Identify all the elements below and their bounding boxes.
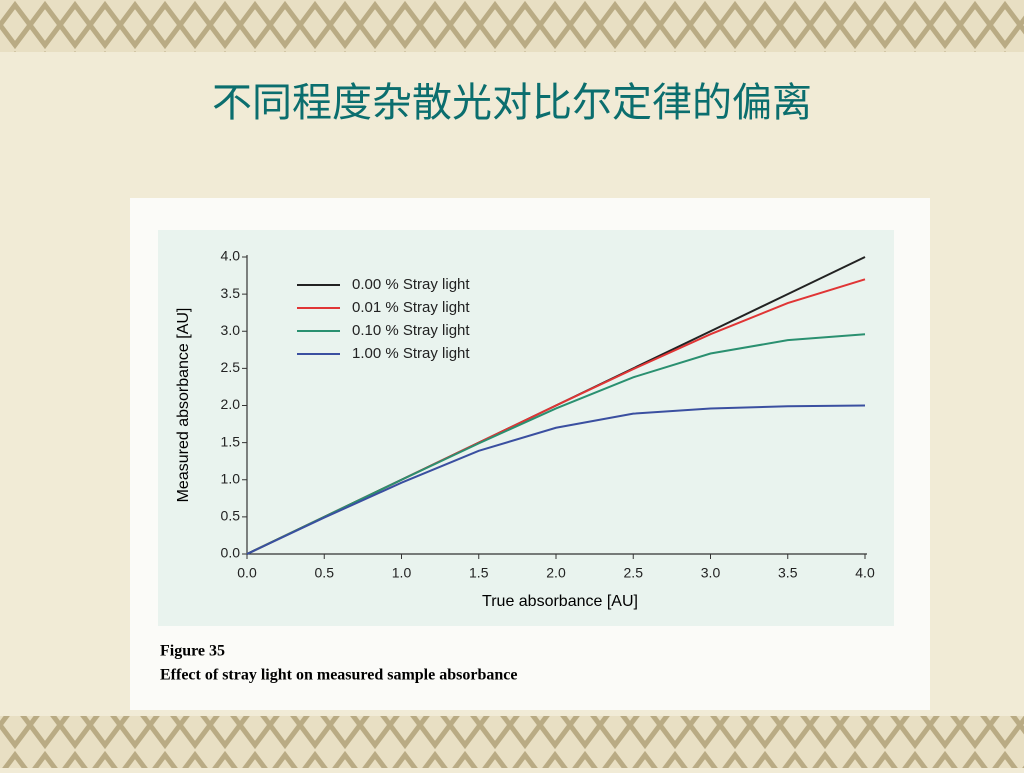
y-tick-label: 2.5: [221, 359, 241, 375]
x-tick-label: 1.5: [469, 565, 489, 581]
caption: Effect of stray light on measured sample…: [160, 667, 517, 684]
x-tick-label: 2.5: [624, 565, 644, 581]
legend-label: 0.00 % Stray light: [352, 276, 470, 293]
legend-label: 0.01 % Stray light: [352, 299, 470, 316]
y-tick-label: 0.0: [221, 545, 241, 561]
series-line: [246, 333, 866, 555]
legend-label: 1.00 % Stray light: [352, 345, 470, 362]
y-tick-label: 3.0: [221, 322, 241, 338]
x-tick-label: 0.5: [315, 565, 335, 581]
x-tick-label: 0.0: [237, 565, 257, 581]
bottom-border: [0, 716, 1024, 768]
series-line: [246, 404, 866, 555]
y-tick-label: 0.5: [221, 508, 241, 524]
y-tick-label: 1.5: [221, 433, 241, 449]
x-tick-label: 1.0: [392, 565, 412, 581]
y-tick-label: 1.0: [221, 470, 241, 486]
x-tick-label: 4.0: [855, 565, 875, 581]
legend-label: 0.10 % Stray light: [352, 322, 470, 339]
top-border: [0, 0, 1024, 52]
x-tick-label: 3.0: [701, 565, 721, 581]
y-tick-label: 2.0: [221, 396, 241, 412]
y-tick-label: 3.5: [221, 285, 241, 301]
y-axis-label: Measured absorbance [AU]: [175, 308, 192, 503]
x-axis-label: True absorbance [AU]: [482, 593, 638, 610]
slide-title: 不同程度杂散光对比尔定律的偏离: [212, 80, 812, 126]
x-tick-label: 2.0: [546, 565, 566, 581]
x-tick-label: 3.5: [778, 565, 798, 581]
figure-label: Figure 35: [160, 643, 225, 660]
y-tick-label: 4.0: [221, 248, 241, 264]
plot-background: [158, 230, 894, 626]
